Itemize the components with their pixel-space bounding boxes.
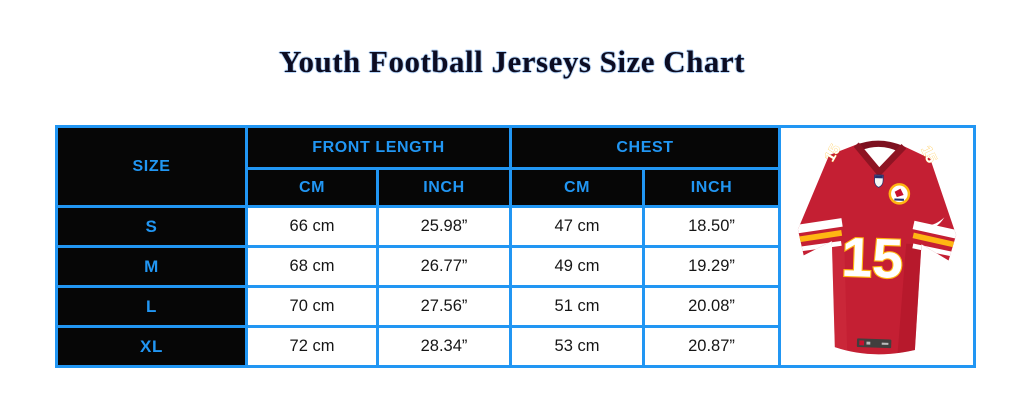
header-front-length: FRONT LENGTH (245, 125, 512, 170)
jock-tag (856, 338, 892, 349)
table-row-xl: XL 72 cm 28.34” 53 cm 20.87” (55, 325, 782, 368)
front-cm-value: 66 cm (245, 205, 379, 248)
jersey-highlight (831, 241, 848, 351)
shoulder-number-right: 15 (917, 143, 940, 166)
table-row-m: M 68 cm 26.77” 49 cm 19.29” (55, 245, 782, 288)
page-title: Youth Football Jerseys Size Chart (279, 44, 745, 79)
front-cm-value: 72 cm (245, 325, 379, 368)
chest-cm-value: 49 cm (509, 245, 645, 288)
size-label: M (55, 245, 248, 288)
shoulder-number-left: 15 (821, 141, 844, 165)
header-chest-inch: INCH (641, 167, 782, 208)
header-front-cm: CM (245, 167, 379, 208)
header-chest: CHEST (508, 125, 782, 170)
chest-number: 15 (840, 226, 904, 290)
size-label: S (55, 205, 248, 248)
chest-cm-value: 53 cm (509, 325, 645, 368)
chest-cm-value: 47 cm (509, 205, 645, 248)
jersey-graphic: 15 15 15 (793, 140, 960, 355)
chest-inch-value: 20.08” (641, 285, 782, 328)
front-cm-value: 68 cm (245, 245, 379, 288)
table-row-s: S 66 cm 25.98” 47 cm 18.50” (55, 205, 782, 248)
front-inch-value: 26.77” (376, 245, 512, 288)
front-cm-value: 70 cm (245, 285, 379, 328)
size-chart-table: SIZE FRONT LENGTH CHEST CM INCH CM INCH … (55, 125, 782, 368)
front-inch-value: 25.98” (376, 205, 512, 248)
team-patch-icon (888, 183, 911, 205)
front-inch-value: 28.34” (376, 325, 512, 368)
header-chest-cm: CM (509, 167, 645, 208)
jersey-back-collar (854, 140, 906, 152)
football-jersey-image: 15 15 15 (793, 140, 960, 355)
chest-inch-value: 19.29” (641, 245, 782, 288)
chest-cm-value: 51 cm (509, 285, 645, 328)
chest-inch-value: 18.50” (641, 205, 782, 248)
header-front-inch: INCH (376, 167, 512, 208)
table-row-l: L 70 cm 27.56” 51 cm 20.08” (55, 285, 782, 328)
chest-inch-value: 20.87” (641, 325, 782, 368)
jersey-shading (897, 243, 922, 354)
jersey-photo-panel: 15 15 15 (781, 125, 977, 368)
size-label: XL (55, 325, 248, 368)
jersey-collar (853, 142, 907, 176)
nfl-shield-icon (874, 174, 884, 188)
nike-swoosh-icon (916, 217, 945, 230)
front-inch-value: 27.56” (376, 285, 512, 328)
header-size: SIZE (55, 125, 248, 208)
size-label: L (55, 285, 248, 328)
size-chart-container: SIZE FRONT LENGTH CHEST CM INCH CM INCH … (55, 125, 977, 368)
